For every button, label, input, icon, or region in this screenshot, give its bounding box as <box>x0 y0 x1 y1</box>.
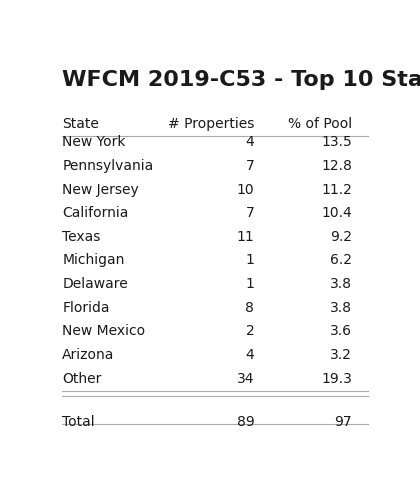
Text: Total: Total <box>62 415 95 430</box>
Text: 19.3: 19.3 <box>321 372 352 386</box>
Text: Other: Other <box>62 372 102 386</box>
Text: New Mexico: New Mexico <box>62 324 145 338</box>
Text: 4: 4 <box>246 135 255 150</box>
Text: 13.5: 13.5 <box>321 135 352 150</box>
Text: # Properties: # Properties <box>168 116 255 131</box>
Text: 11.2: 11.2 <box>321 183 352 197</box>
Text: 12.8: 12.8 <box>321 159 352 173</box>
Text: 3.8: 3.8 <box>330 277 352 291</box>
Text: 6.2: 6.2 <box>330 253 352 267</box>
Text: 1: 1 <box>245 277 255 291</box>
Text: Arizona: Arizona <box>62 348 115 362</box>
Text: 3.8: 3.8 <box>330 300 352 315</box>
Text: Texas: Texas <box>62 230 101 244</box>
Text: 2: 2 <box>246 324 255 338</box>
Text: 9.2: 9.2 <box>330 230 352 244</box>
Text: WFCM 2019-C53 - Top 10 States: WFCM 2019-C53 - Top 10 States <box>62 70 420 90</box>
Text: 7: 7 <box>246 206 255 220</box>
Text: 34: 34 <box>237 372 255 386</box>
Text: 7: 7 <box>246 159 255 173</box>
Text: California: California <box>62 206 129 220</box>
Text: New Jersey: New Jersey <box>62 183 139 197</box>
Text: Delaware: Delaware <box>62 277 128 291</box>
Text: 3.6: 3.6 <box>330 324 352 338</box>
Text: 3.2: 3.2 <box>330 348 352 362</box>
Text: Florida: Florida <box>62 300 110 315</box>
Text: Michigan: Michigan <box>62 253 125 267</box>
Text: % of Pool: % of Pool <box>288 116 352 131</box>
Text: 10.4: 10.4 <box>321 206 352 220</box>
Text: State: State <box>62 116 99 131</box>
Text: 8: 8 <box>245 300 255 315</box>
Text: 4: 4 <box>246 348 255 362</box>
Text: 89: 89 <box>236 415 255 430</box>
Text: 10: 10 <box>237 183 255 197</box>
Text: 97: 97 <box>334 415 352 430</box>
Text: Pennsylvania: Pennsylvania <box>62 159 154 173</box>
Text: 11: 11 <box>236 230 255 244</box>
Text: New York: New York <box>62 135 126 150</box>
Text: 1: 1 <box>245 253 255 267</box>
